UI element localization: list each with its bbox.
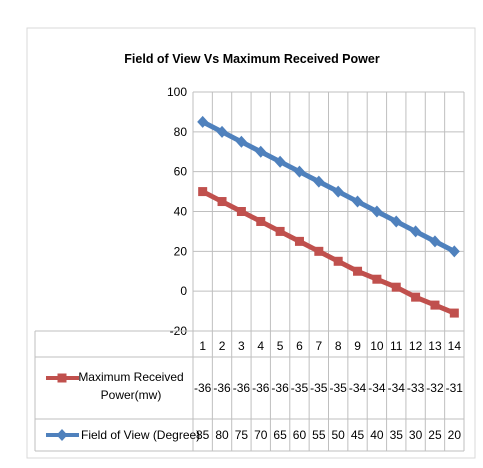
data-point-marker — [198, 187, 208, 197]
x-category-label: 10 — [370, 339, 384, 353]
data-point-marker — [314, 246, 324, 256]
table-cell: 65 — [273, 428, 287, 442]
x-category-label: 7 — [315, 339, 322, 353]
data-point-marker — [293, 165, 305, 178]
y-tick-label: 0 — [180, 284, 187, 298]
x-category-label: 4 — [257, 339, 264, 353]
table-cell: -34 — [368, 381, 386, 395]
data-point-marker — [57, 373, 67, 383]
x-category-label: 11 — [390, 339, 403, 353]
data-point-marker — [371, 205, 383, 218]
data-point-marker — [391, 282, 401, 292]
legend-label: Maximum Received — [78, 370, 183, 384]
data-point-marker — [352, 195, 364, 208]
table-cell: 85 — [196, 428, 210, 442]
data-point-marker — [411, 292, 421, 302]
data-point-marker — [448, 245, 460, 258]
data-point-marker — [333, 256, 343, 266]
table-cell: 70 — [254, 428, 268, 442]
data-point-marker — [255, 145, 267, 158]
table-cell: -32 — [426, 381, 444, 395]
table-cell: -35 — [330, 381, 348, 395]
table-cell: 35 — [390, 428, 404, 442]
x-category-label: 2 — [219, 339, 226, 353]
table-cell: 25 — [428, 428, 442, 442]
data-point-marker — [429, 235, 441, 248]
data-point-marker — [217, 197, 227, 207]
series-layer — [197, 115, 460, 318]
data-point-marker — [390, 215, 402, 228]
table-cell: 80 — [215, 428, 229, 442]
table-cell: 20 — [448, 428, 462, 442]
x-category-label: 8 — [335, 339, 342, 353]
data-point-marker — [275, 226, 285, 236]
data-point-marker — [430, 300, 440, 310]
table-cell: -34 — [388, 381, 406, 395]
table-cell: -36 — [194, 381, 212, 395]
data-point-marker — [235, 135, 247, 148]
table-cell: 55 — [312, 428, 326, 442]
x-category-label: 6 — [296, 339, 303, 353]
y-tick-label: 80 — [174, 125, 188, 139]
y-tick-label: 40 — [174, 205, 188, 219]
table-cell: -33 — [407, 381, 425, 395]
x-category-label: 12 — [409, 339, 423, 353]
y-tick-label: 60 — [174, 165, 188, 179]
data-point-marker — [410, 225, 422, 238]
table-cell: -31 — [446, 381, 464, 395]
data-table: 1 2 3 4 5 6 7 8 9 10 11 12 13 14-36 -36 -36 -36 -36 -35 -35… — [34, 330, 464, 452]
data-point-marker — [294, 236, 304, 246]
table-cell: 40 — [370, 428, 384, 442]
chart-title: Field of View Vs Maximum Received Power — [124, 52, 380, 66]
y-tick-label: 100 — [167, 85, 187, 99]
table-cell: -35 — [291, 381, 309, 395]
table-cell: -36 — [271, 381, 289, 395]
table-cell: 50 — [331, 428, 345, 442]
legend-label: Field of View (Degree) — [81, 428, 200, 442]
x-category-label: 13 — [428, 339, 442, 353]
table-cell: -36 — [233, 381, 251, 395]
x-category-label: 5 — [277, 339, 284, 353]
data-point-marker — [372, 274, 382, 284]
x-category-label: 14 — [448, 339, 462, 353]
data-point-marker — [332, 185, 344, 198]
table-cell: -34 — [349, 381, 367, 395]
data-point-marker — [216, 125, 228, 138]
data-point-marker — [256, 216, 266, 226]
data-point-marker — [313, 175, 325, 188]
data-point-marker — [274, 155, 286, 168]
legend-label: Power(mw) — [101, 388, 162, 402]
data-point-marker — [353, 266, 363, 276]
y-tick-label: 20 — [174, 244, 188, 258]
x-category-label: 1 — [199, 339, 206, 353]
data-point-marker — [197, 115, 209, 128]
table-cell: -36 — [213, 381, 231, 395]
table-cell: -36 — [252, 381, 270, 395]
table-cell: -35 — [310, 381, 328, 395]
data-point-marker — [236, 207, 246, 216]
table-cell: 30 — [409, 428, 423, 442]
data-point-marker — [449, 308, 459, 318]
data-point-marker — [56, 429, 68, 441]
x-category-label: 3 — [238, 339, 245, 353]
table-cell: 75 — [235, 428, 249, 442]
table-cell: 60 — [293, 428, 307, 442]
table-cell: 45 — [351, 428, 365, 442]
x-category-label: 9 — [354, 339, 361, 353]
